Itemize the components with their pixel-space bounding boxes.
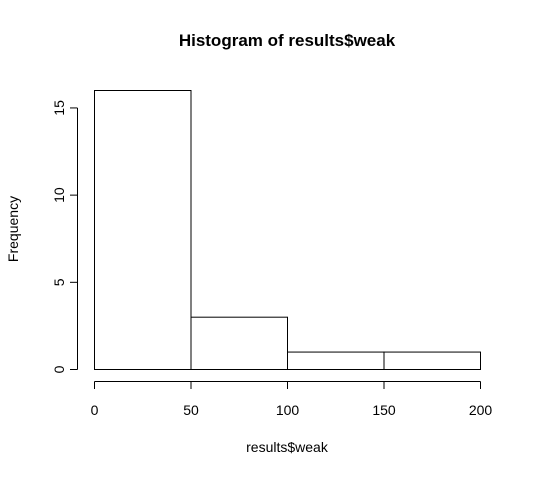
chart-title: Histogram of results$weak xyxy=(179,31,396,50)
histogram-bar-1 xyxy=(190,316,288,370)
bars-group xyxy=(94,90,481,370)
histogram-bar-0 xyxy=(94,90,192,370)
y-tick-label-0: 0 xyxy=(51,365,67,373)
y-axis: 0 5 10 15 xyxy=(51,100,78,373)
y-tick-label-3: 15 xyxy=(51,100,67,116)
x-tick-label-0: 0 xyxy=(91,402,99,418)
x-tick-label-2: 100 xyxy=(276,402,300,418)
x-tick-label-1: 50 xyxy=(183,402,199,418)
x-axis-label: results$weak xyxy=(246,439,329,455)
x-tick-label-3: 150 xyxy=(372,402,396,418)
histogram-bar-2 xyxy=(287,351,385,370)
y-tick-label-1: 5 xyxy=(51,278,67,286)
y-axis-label: Frequency xyxy=(5,196,21,262)
y-tick-label-2: 10 xyxy=(51,187,67,203)
x-tick-label-4: 200 xyxy=(469,402,493,418)
x-axis: 0 50 100 150 200 xyxy=(91,381,493,418)
histogram-bar-3 xyxy=(383,351,481,370)
